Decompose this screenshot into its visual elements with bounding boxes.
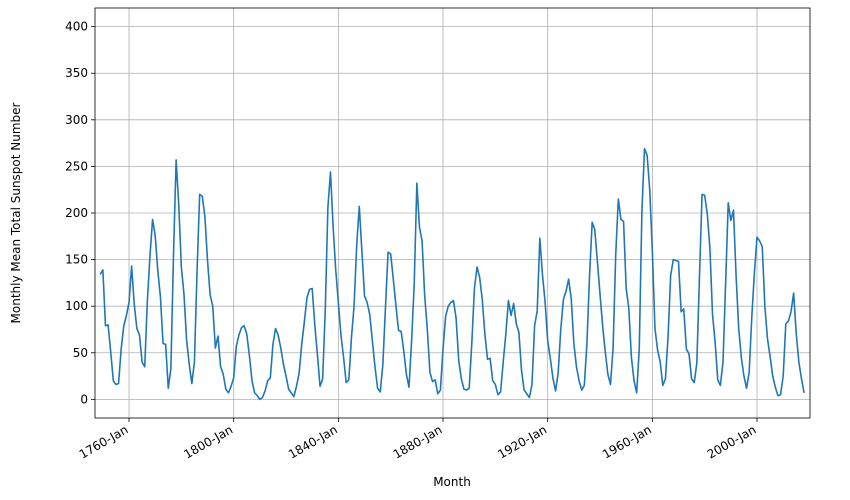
x-tick-label: 1880-Jan [391, 422, 445, 461]
x-tick-label: 2000-Jan [705, 422, 759, 461]
x-axis-label: Month [433, 475, 471, 489]
x-tick-label: 1840-Jan [286, 422, 340, 461]
plot-frame [94, 7, 811, 419]
y-axis-label: Monthly Mean Total Sunspot Number [9, 102, 23, 323]
y-tick-label: 100 [65, 299, 88, 313]
y-tick-label: 350 [65, 66, 88, 80]
y-tick-label: 50 [73, 346, 88, 360]
x-tick-label: 1920-Jan [495, 422, 549, 461]
y-tick-label: 0 [80, 392, 88, 406]
y-tick-label: 400 [65, 20, 88, 34]
y-tick-label: 200 [65, 206, 88, 220]
y-tick-label: 150 [65, 253, 88, 267]
x-tick-label: 1960-Jan [600, 422, 654, 461]
data-line [99, 147, 805, 401]
x-tick-label: 1760-Jan [77, 422, 131, 461]
y-tick-label: 300 [65, 113, 88, 127]
x-tick-label: 1800-Jan [181, 422, 235, 461]
y-tick-label: 250 [65, 159, 88, 173]
